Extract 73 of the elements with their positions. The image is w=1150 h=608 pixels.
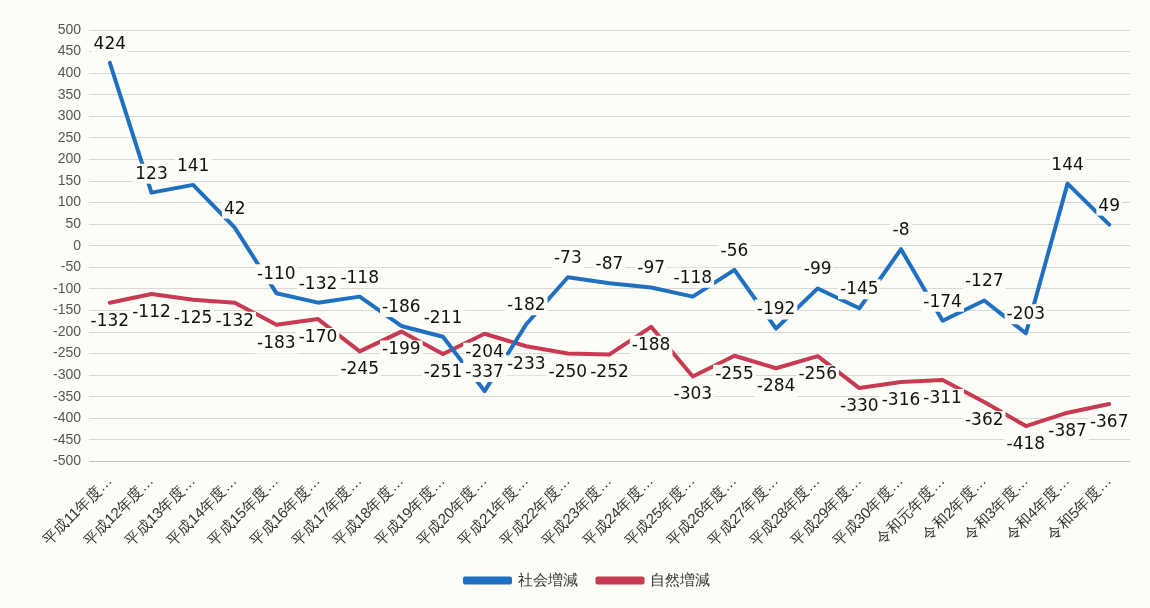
data-label: -170 — [298, 325, 338, 346]
y-tick-label: -200 — [52, 322, 82, 339]
data-label: -316 — [881, 388, 921, 409]
y-tick-label: 100 — [57, 193, 82, 210]
data-label: -199 — [382, 338, 421, 359]
data-label: -362 — [964, 408, 1004, 429]
y-tick-label: -500 — [52, 452, 82, 469]
y-tick-label: -400 — [52, 409, 82, 426]
data-label: -330 — [840, 395, 879, 416]
data-label: -250 — [548, 360, 588, 381]
data-label: -112 — [132, 300, 171, 321]
data-label: -192 — [756, 298, 796, 319]
data-label: -186 — [382, 295, 421, 316]
y-tick-label: 250 — [57, 128, 82, 145]
data-label: -387 — [1048, 419, 1087, 440]
data-label: -73 — [553, 247, 582, 268]
y-tick-label: 450 — [57, 42, 82, 59]
data-label: -99 — [803, 258, 832, 279]
data-label: -110 — [257, 263, 296, 284]
y-tick-label: 350 — [57, 85, 82, 102]
data-label: -256 — [798, 363, 837, 384]
y-tick-label: -50 — [60, 258, 82, 275]
data-label: -188 — [631, 333, 671, 354]
y-tick-label: 150 — [57, 171, 82, 188]
y-tick-label: 400 — [57, 64, 82, 80]
data-label: 424 — [93, 32, 127, 53]
data-label: -211 — [423, 306, 463, 327]
legend-label: 社会増減 — [517, 570, 578, 588]
data-label: -337 — [465, 361, 504, 382]
data-label: 123 — [135, 162, 168, 183]
data-label: -56 — [720, 239, 749, 260]
y-tick-label: -100 — [52, 279, 82, 296]
data-label: -118 — [340, 266, 379, 287]
y-tick-label: -300 — [52, 366, 82, 383]
data-label: 141 — [176, 154, 210, 175]
data-label: -251 — [423, 360, 463, 381]
data-label: -203 — [1006, 303, 1046, 324]
data-label: -418 — [1006, 432, 1046, 453]
data-label: -182 — [506, 294, 546, 315]
data-label: -284 — [756, 375, 796, 396]
data-label: -204 — [465, 340, 504, 361]
data-label: -367 — [1089, 410, 1129, 431]
y-tick-label: -450 — [52, 430, 82, 447]
data-label: -87 — [595, 253, 624, 274]
data-label: -125 — [173, 306, 213, 327]
data-label: -255 — [715, 362, 754, 383]
data-label: 49 — [1098, 194, 1120, 215]
data-label: -132 — [90, 309, 130, 330]
data-label: 144 — [1051, 153, 1084, 174]
data-label: -311 — [923, 386, 962, 407]
data-label: -252 — [590, 361, 629, 382]
data-label: -97 — [637, 257, 666, 278]
y-tick-label: 50 — [65, 215, 82, 232]
data-label: -233 — [506, 353, 546, 374]
legend-label: 自然増減 — [650, 570, 710, 588]
data-label: -174 — [923, 290, 962, 311]
y-tick-label: -150 — [52, 301, 82, 318]
data-label: -183 — [257, 331, 296, 352]
data-label: 42 — [223, 197, 246, 218]
y-tick-label: 0 — [73, 236, 82, 253]
y-tick-label: 500 — [57, 20, 82, 37]
y-tick-label: 200 — [57, 150, 82, 167]
data-label: -127 — [964, 270, 1004, 291]
data-label: -118 — [673, 266, 713, 287]
data-label: -303 — [673, 383, 713, 404]
data-label: -8 — [892, 219, 910, 240]
y-tick-label: -350 — [52, 387, 82, 404]
y-tick-label: 300 — [57, 107, 82, 124]
data-label: -132 — [215, 309, 255, 330]
data-label: -132 — [298, 272, 338, 293]
data-label: -145 — [840, 278, 879, 299]
data-label: -245 — [340, 358, 379, 379]
y-tick-label: -250 — [52, 344, 82, 361]
